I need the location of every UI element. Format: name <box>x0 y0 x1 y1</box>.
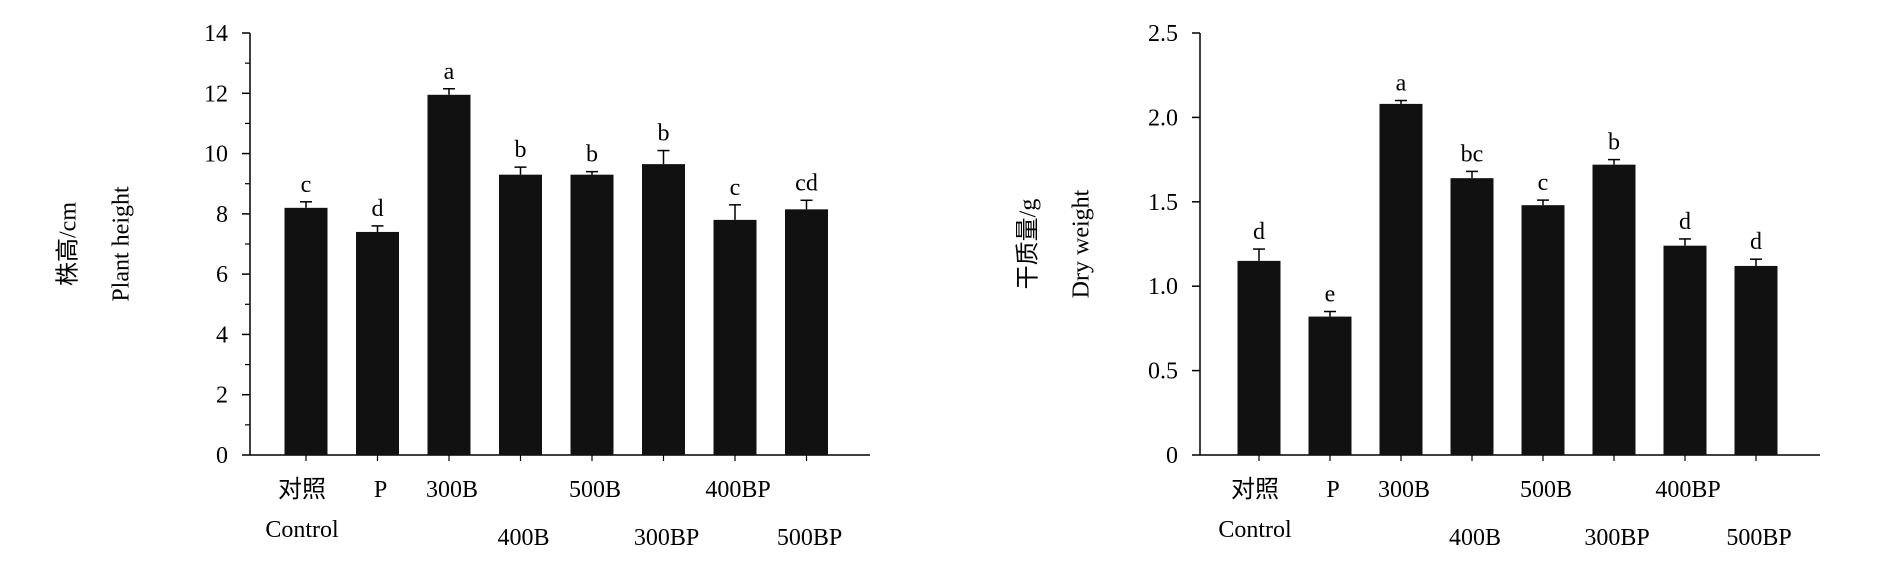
y-axis-label-cn: 株高/cm <box>55 202 82 286</box>
bar <box>713 219 757 455</box>
bar <box>1450 178 1494 455</box>
significance-label: bc <box>1461 141 1484 167</box>
bar <box>1521 205 1565 455</box>
bar <box>1308 316 1352 455</box>
significance-label: d <box>1679 209 1691 235</box>
x-tick-label: 500B <box>569 477 621 503</box>
significance-label: cd <box>795 170 818 196</box>
bar <box>785 209 828 455</box>
y-tick-label: 0 <box>216 443 228 469</box>
y-axis-label-en: Dry weight <box>1069 189 1095 298</box>
bar <box>1237 260 1281 455</box>
y-tick-label: 4 <box>216 322 228 348</box>
chart-panel-1: 0 2 4 6 8 10 12 14 株高/cm Plant height c 对照 Control d P… <box>55 21 870 551</box>
y-tick-label: 1.5 <box>1148 190 1178 216</box>
y-tick-label: 0.5 <box>1148 359 1178 385</box>
x-tick-label: 300BP <box>1584 525 1649 551</box>
bar <box>284 207 328 455</box>
significance-label: b <box>515 137 527 163</box>
bar <box>1379 103 1423 455</box>
x-tick-label: 500BP <box>777 525 842 551</box>
y-axis-label-en: Plant height <box>109 186 135 302</box>
significance-label: c <box>730 175 741 201</box>
x-tick-label: 500B <box>1520 477 1572 503</box>
significance-label: d <box>1253 219 1265 245</box>
bar <box>570 174 614 455</box>
x-tick-label: Control <box>265 517 339 543</box>
x-tick-label: 400B <box>497 525 549 551</box>
significance-label: d <box>1750 229 1762 255</box>
chart-panel-2: 0 0.5 1.0 1.5 2.0 2.5 干质量/g Dry weight d 对照 Contro… <box>1015 21 1820 551</box>
x-tick-label: 400B <box>1449 525 1501 551</box>
x-tick-label: 500BP <box>1726 525 1791 551</box>
x-tick-label: 400BP <box>1655 477 1720 503</box>
x-tick-label: 400BP <box>705 477 770 503</box>
y-tick-label: 2 <box>216 383 228 409</box>
y-tick-label: 10 <box>204 142 228 168</box>
x-tick-label: Control <box>1218 517 1292 543</box>
bar <box>1592 164 1636 455</box>
y-tick-label: 1.0 <box>1148 274 1178 300</box>
significance-label: b <box>1608 130 1620 156</box>
y-tick-label: 12 <box>204 81 228 107</box>
bar <box>499 174 542 455</box>
y-axis-label-cn: 干质量/g <box>1015 199 1042 290</box>
significance-label: d <box>372 196 384 222</box>
significance-label: c <box>301 172 312 198</box>
x-tick-label: P <box>374 477 387 503</box>
bar <box>642 164 685 455</box>
y-tick-label: 2.0 <box>1148 105 1178 131</box>
significance-label: b <box>658 121 670 147</box>
y-tick-label: 0 <box>1166 443 1178 469</box>
significance-label: a <box>1396 71 1407 97</box>
y-tick-label: 2.5 <box>1148 21 1178 47</box>
bar <box>1734 265 1778 455</box>
significance-label: e <box>1325 282 1336 308</box>
x-tick-label: P <box>1326 477 1339 503</box>
significance-label: b <box>586 142 598 168</box>
x-tick-label: 300B <box>1378 477 1430 503</box>
bar <box>427 94 471 456</box>
y-tick-label: 8 <box>216 202 228 228</box>
bar <box>1663 245 1707 455</box>
x-tick-label: 300BP <box>634 525 699 551</box>
bar <box>356 231 399 455</box>
x-tick-label: 300B <box>426 477 478 503</box>
y-tick-label: 14 <box>204 21 228 47</box>
x-tick-label: 对照 <box>278 476 326 503</box>
y-tick-label: 6 <box>216 262 228 288</box>
significance-label: c <box>1538 170 1549 196</box>
significance-label: a <box>444 59 455 85</box>
x-tick-label: 对照 <box>1231 476 1279 503</box>
